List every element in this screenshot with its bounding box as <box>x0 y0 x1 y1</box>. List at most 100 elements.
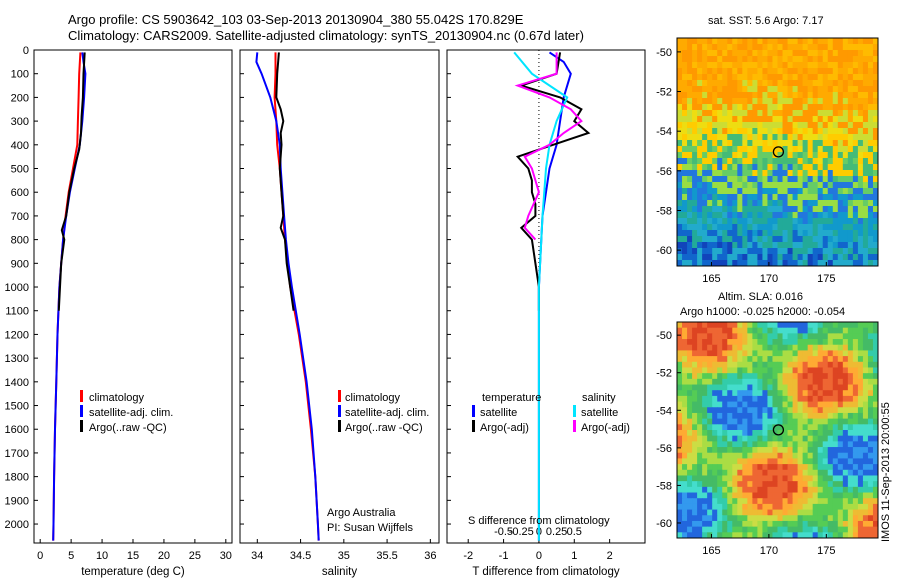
map-cell <box>842 110 849 117</box>
map-cell <box>757 236 763 243</box>
map-cell <box>722 395 728 403</box>
y-tick-label: 1400 <box>5 377 29 389</box>
map-frame <box>676 321 879 539</box>
map-cell <box>752 164 758 171</box>
map-cell <box>737 224 743 231</box>
map-cell <box>687 322 693 329</box>
map-cell <box>832 435 839 442</box>
map-cell <box>797 441 804 448</box>
map-cell <box>852 62 859 69</box>
map-cell <box>852 146 859 153</box>
map-cell <box>707 134 713 141</box>
map-cell <box>772 384 778 391</box>
map-cell <box>682 38 688 45</box>
map-cell <box>757 62 763 69</box>
map-cell <box>692 486 698 494</box>
map-cell <box>682 503 688 511</box>
map-cell <box>777 401 784 408</box>
map-cell <box>767 367 773 374</box>
map-cell <box>867 526 874 533</box>
map-cell <box>722 74 728 81</box>
map-cell <box>832 464 839 471</box>
map-cell <box>827 509 834 516</box>
legend-swatch-climatology <box>338 390 341 402</box>
map-cell <box>837 367 844 374</box>
map-cell <box>832 170 839 177</box>
map-cell <box>797 390 804 397</box>
map-cell <box>762 248 768 255</box>
legend-swatch-temp-satellite <box>472 405 475 417</box>
map-cell <box>722 373 728 380</box>
map-cell <box>712 361 718 368</box>
map-cell <box>707 188 713 195</box>
map-cell <box>697 447 703 454</box>
map-cell <box>862 158 869 165</box>
map-cell <box>777 248 784 255</box>
map-cell <box>807 158 814 165</box>
legend-swatch-sal-argo <box>573 420 576 432</box>
map-cell <box>872 532 879 539</box>
map-cell <box>802 435 809 442</box>
map-cell <box>832 384 839 391</box>
map-cell <box>852 361 859 368</box>
map-cell <box>797 104 804 111</box>
map-cell <box>752 356 758 363</box>
map-cell <box>727 424 733 431</box>
map-cell <box>777 170 784 177</box>
map-cell <box>867 464 874 471</box>
map-cell <box>837 212 844 219</box>
map-cell <box>767 44 773 51</box>
map-cell <box>847 333 854 340</box>
map-cell <box>807 412 814 420</box>
map-cell <box>837 322 844 329</box>
map-cell <box>717 390 723 397</box>
map-cell <box>687 254 693 261</box>
map-cell <box>742 384 748 391</box>
map-cell <box>852 200 859 207</box>
map-cell <box>842 92 849 99</box>
map-cell <box>837 464 844 471</box>
map-cell <box>772 464 778 471</box>
map-cell <box>777 333 784 340</box>
map-cell <box>797 395 804 403</box>
map-cell <box>752 158 758 165</box>
map-cell <box>747 350 753 357</box>
map-cell <box>717 128 723 135</box>
map-cell <box>727 110 733 117</box>
map-cell <box>812 424 819 431</box>
map-cell <box>722 158 728 165</box>
map-cell <box>692 38 698 45</box>
map-cell <box>772 38 778 45</box>
map-cell <box>732 424 738 431</box>
map-cell <box>762 322 768 329</box>
map-cell <box>677 182 683 189</box>
map-cell <box>732 520 738 528</box>
map-cell <box>852 236 859 243</box>
map-cell <box>747 122 753 129</box>
map-cell <box>812 86 819 93</box>
map-cell <box>737 248 743 255</box>
map-cell <box>717 86 723 93</box>
map-cell <box>707 515 713 522</box>
map-cell <box>682 242 688 249</box>
map-cell <box>837 194 844 201</box>
map-cell <box>767 339 773 346</box>
map-cell <box>802 447 809 454</box>
map-cell <box>777 481 784 488</box>
map-cell <box>712 44 718 51</box>
map-cell <box>857 194 864 201</box>
map-cell <box>772 407 778 414</box>
map-cell <box>677 509 683 516</box>
map-cell <box>872 407 879 414</box>
map-cell <box>797 532 804 539</box>
map-cell <box>767 74 773 81</box>
map-cell <box>867 158 874 165</box>
map-cell <box>787 356 794 363</box>
map-cell <box>767 212 773 219</box>
map-cell <box>752 407 758 414</box>
map-cell <box>812 503 819 511</box>
map-cell <box>697 170 703 177</box>
sla-map-title-2: Argo h1000: -0.025 h2000: -0.054 <box>680 306 845 318</box>
map-cell <box>767 390 773 397</box>
map-cell <box>812 260 819 267</box>
